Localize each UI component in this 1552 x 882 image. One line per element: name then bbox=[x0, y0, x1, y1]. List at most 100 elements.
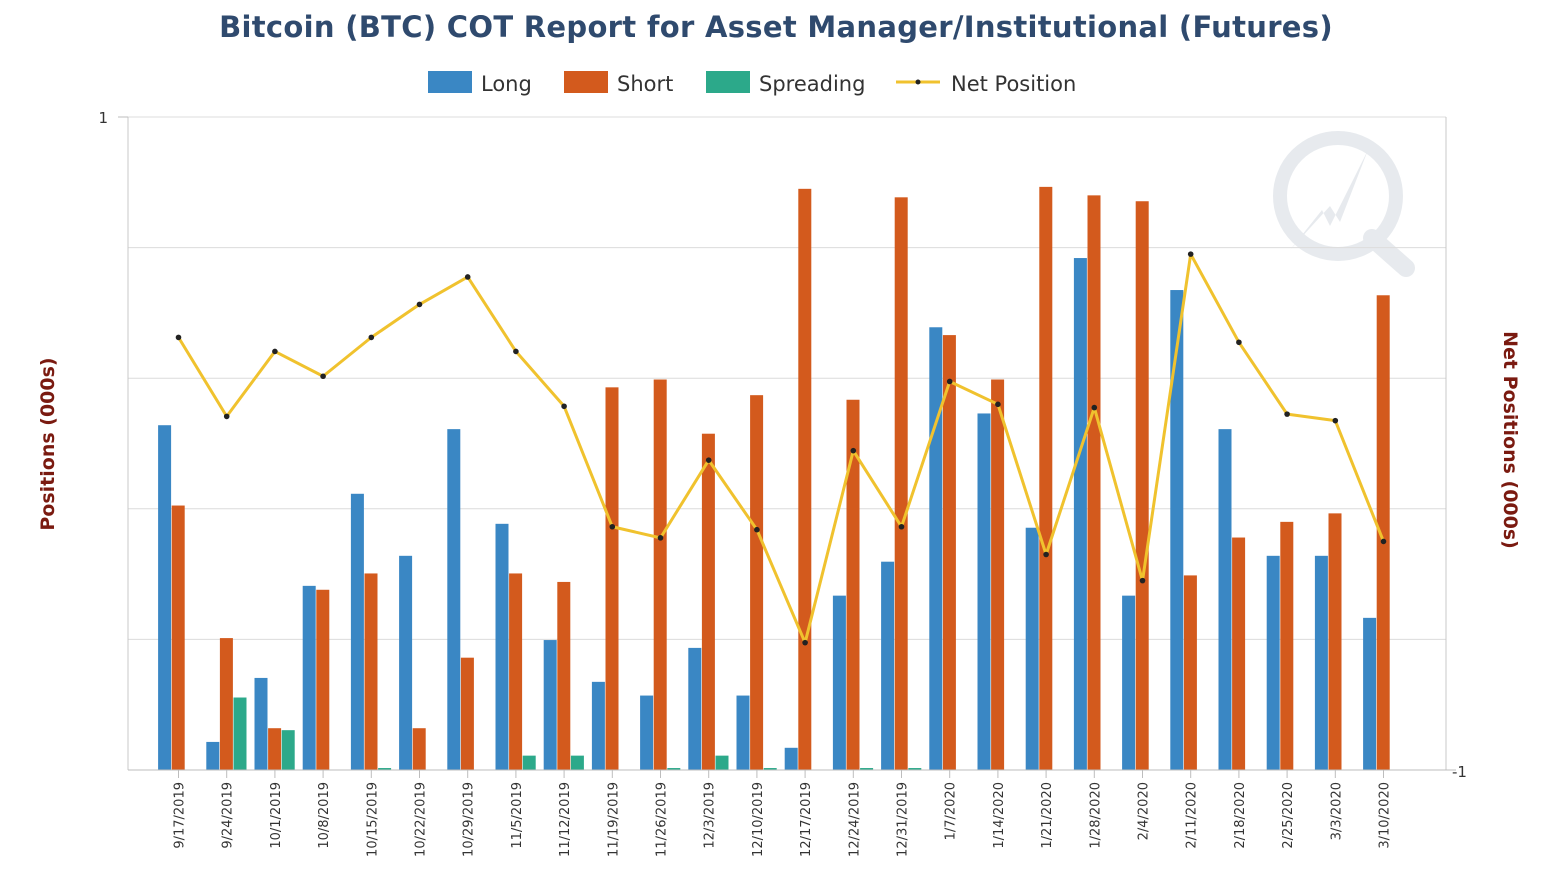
net-position-point[interactable] bbox=[416, 301, 423, 308]
short-bar[interactable] bbox=[894, 197, 908, 771]
spreading-bar[interactable] bbox=[860, 768, 874, 770]
short-bar[interactable] bbox=[991, 379, 1005, 770]
long-bar[interactable] bbox=[977, 413, 991, 770]
net-position-point[interactable] bbox=[705, 457, 712, 463]
net-position-point[interactable] bbox=[1187, 251, 1194, 257]
net-position-point[interactable] bbox=[609, 523, 616, 530]
long-bar[interactable] bbox=[254, 677, 268, 770]
spreading-bar[interactable] bbox=[715, 755, 729, 770]
long-bar[interactable] bbox=[784, 747, 798, 770]
short-bar[interactable] bbox=[1328, 513, 1342, 770]
long-bar[interactable] bbox=[158, 425, 172, 770]
short-bar[interactable] bbox=[219, 638, 233, 770]
net-position-point[interactable] bbox=[1043, 551, 1049, 558]
spreading-bar[interactable] bbox=[763, 768, 777, 770]
long-bar[interactable] bbox=[495, 523, 509, 770]
legend-item-short[interactable]: Short bbox=[564, 71, 673, 96]
short-bar[interactable] bbox=[750, 395, 764, 770]
net-position-point[interactable] bbox=[223, 413, 230, 420]
short-bar[interactable] bbox=[268, 728, 282, 770]
net-position-point[interactable] bbox=[513, 348, 519, 355]
spreading-bar[interactable] bbox=[667, 768, 681, 770]
long-bar[interactable] bbox=[832, 595, 846, 770]
spreading-bar[interactable] bbox=[522, 755, 536, 770]
net-position-point[interactable] bbox=[1236, 339, 1242, 346]
short-bar[interactable] bbox=[846, 399, 860, 770]
spreading-bar[interactable] bbox=[233, 697, 247, 770]
long-bar[interactable] bbox=[640, 695, 654, 770]
net-position-point[interactable] bbox=[1332, 417, 1339, 424]
short-bar[interactable] bbox=[460, 657, 474, 770]
net-position-point[interactable] bbox=[850, 447, 857, 454]
net-position-point[interactable] bbox=[754, 526, 760, 533]
long-bar[interactable] bbox=[688, 647, 702, 770]
net-position-point[interactable] bbox=[272, 348, 278, 355]
long-bar[interactable] bbox=[1363, 617, 1377, 770]
net-position-point[interactable] bbox=[1284, 411, 1290, 417]
short-bar[interactable] bbox=[701, 433, 715, 770]
short-bar[interactable] bbox=[1039, 186, 1053, 771]
x-tick-label: 10/29/2019 bbox=[462, 782, 477, 857]
short-bar[interactable] bbox=[1280, 521, 1294, 770]
short-bar[interactable] bbox=[1183, 575, 1197, 770]
net-position-point[interactable] bbox=[368, 334, 375, 341]
axes bbox=[118, 116, 1456, 771]
short-bar[interactable] bbox=[653, 379, 667, 770]
x-tick-label: 10/22/2019 bbox=[414, 782, 429, 857]
net-position-point[interactable] bbox=[1091, 404, 1098, 411]
spreading-bar[interactable] bbox=[570, 755, 584, 770]
long-bar[interactable] bbox=[206, 741, 220, 770]
net-position-point[interactable] bbox=[464, 274, 471, 280]
short-bar[interactable] bbox=[557, 581, 571, 770]
short-bar[interactable] bbox=[509, 573, 523, 770]
short-bar[interactable] bbox=[1232, 537, 1246, 770]
short-bar[interactable] bbox=[942, 335, 956, 770]
spreading-bar[interactable] bbox=[378, 768, 392, 770]
long-bar[interactable] bbox=[1218, 429, 1232, 770]
long-bar[interactable] bbox=[447, 429, 461, 770]
long-bar[interactable] bbox=[929, 327, 943, 770]
long-bar[interactable] bbox=[1025, 527, 1039, 770]
net-position-point[interactable] bbox=[946, 378, 953, 385]
long-bar[interactable] bbox=[881, 561, 895, 770]
long-bar[interactable] bbox=[1170, 290, 1184, 770]
net-position-point[interactable] bbox=[175, 334, 182, 341]
long-bar[interactable] bbox=[302, 585, 316, 770]
short-bar[interactable] bbox=[316, 589, 330, 770]
long-bar[interactable] bbox=[736, 695, 750, 770]
long-bar[interactable] bbox=[399, 555, 413, 770]
short-bar[interactable] bbox=[798, 188, 812, 770]
net-position-point[interactable] bbox=[657, 535, 664, 541]
legend-item-long[interactable]: Long bbox=[428, 71, 532, 96]
net-position-point[interactable] bbox=[995, 401, 1001, 408]
long-bar[interactable] bbox=[350, 493, 364, 770]
short-bar[interactable] bbox=[1087, 195, 1101, 771]
short-bar[interactable] bbox=[1135, 201, 1149, 770]
long-bar[interactable] bbox=[1266, 555, 1280, 770]
short-bar[interactable] bbox=[412, 728, 426, 770]
long-bar[interactable] bbox=[591, 681, 605, 770]
legend-item-net-position[interactable]: Net Position bbox=[896, 72, 1076, 96]
short-bar[interactable] bbox=[1376, 295, 1390, 770]
short-bar[interactable] bbox=[171, 505, 185, 770]
net-position-point[interactable] bbox=[898, 523, 905, 530]
long-bar[interactable] bbox=[1122, 595, 1136, 770]
legend-label-net-position: Net Position bbox=[951, 72, 1076, 96]
legend-item-spreading[interactable]: Spreading bbox=[706, 71, 865, 96]
net-position-line[interactable] bbox=[177, 252, 1385, 645]
short-bar[interactable] bbox=[605, 387, 619, 770]
net-position-point[interactable] bbox=[320, 373, 326, 380]
short-bar[interactable] bbox=[364, 573, 378, 770]
net-position-point[interactable] bbox=[1380, 538, 1387, 545]
net-position-point[interactable] bbox=[1139, 577, 1146, 584]
long-bar[interactable] bbox=[1314, 555, 1328, 770]
x-tick-label: 10/1/2019 bbox=[269, 782, 284, 849]
x-tick-label: 1/28/2020 bbox=[1088, 782, 1103, 849]
net-position-point[interactable] bbox=[561, 403, 567, 410]
long-bar[interactable] bbox=[543, 640, 557, 770]
x-tick-label: 11/12/2019 bbox=[558, 782, 573, 857]
net-position-point[interactable] bbox=[802, 639, 808, 646]
spreading-bar[interactable] bbox=[281, 730, 295, 770]
long-bar[interactable] bbox=[1073, 258, 1087, 770]
spreading-bar[interactable] bbox=[908, 768, 922, 770]
